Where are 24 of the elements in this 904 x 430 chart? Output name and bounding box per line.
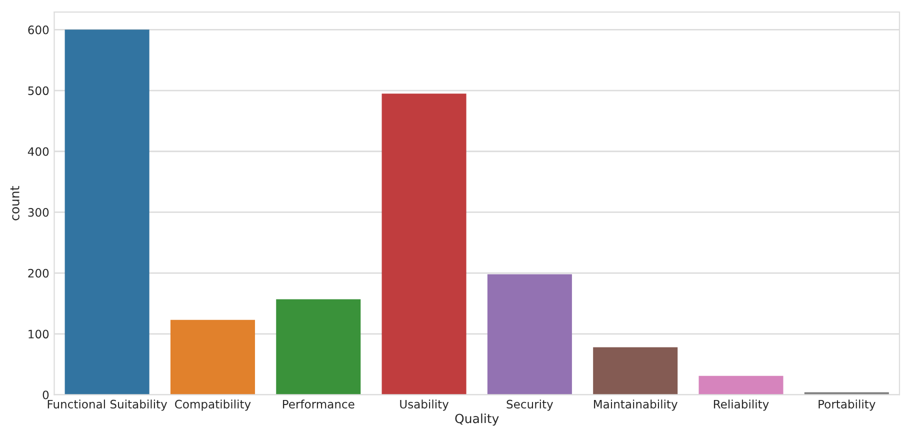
y-tick-label: 100	[28, 330, 49, 338]
x-tick-label: Performance	[282, 400, 354, 409]
y-tick-label: 0	[42, 390, 49, 400]
bar	[276, 299, 361, 395]
bar	[170, 320, 255, 395]
y-tick-label: 600	[28, 26, 49, 34]
bar	[698, 376, 784, 395]
x-tick-label: Usability	[400, 400, 449, 411]
y-tick-label: 300	[28, 208, 49, 217]
y-tick-label: 400	[28, 147, 49, 156]
x-axis-title: Quality	[455, 414, 499, 426]
bar	[593, 347, 678, 395]
x-tick-label: Portability	[818, 400, 876, 411]
x-tick-label: Functional Suitability	[48, 400, 168, 411]
y-axis-title: count	[10, 186, 20, 220]
x-tick-label: Security	[506, 400, 554, 411]
y-tick-label: 200	[28, 268, 49, 278]
bar	[382, 94, 466, 395]
y-tick-label: 500	[28, 86, 49, 96]
bar	[64, 30, 150, 395]
x-tick-label: Maintainability	[594, 400, 678, 411]
x-tick-label: Compatibility	[175, 400, 251, 411]
bar	[487, 274, 572, 395]
x-tick-label: Reliability	[714, 400, 769, 411]
